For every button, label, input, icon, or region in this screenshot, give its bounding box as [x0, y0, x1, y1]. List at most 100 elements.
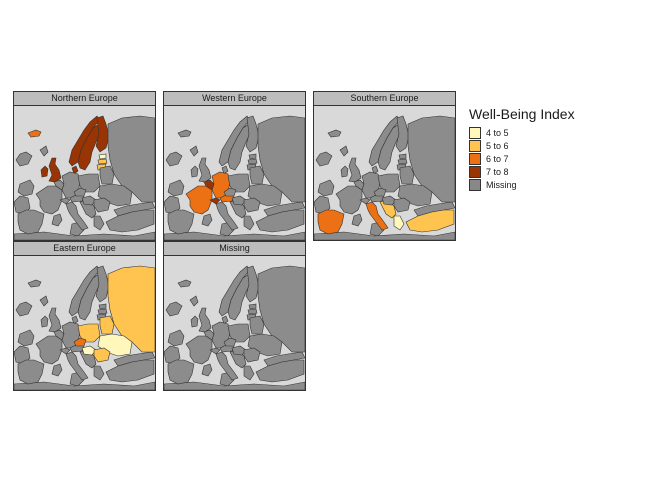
land-region [14, 195, 31, 215]
country-belarus [99, 315, 115, 335]
legend-item: 7 to 8 [469, 165, 575, 178]
legend-label: 7 to 8 [486, 166, 509, 177]
map-northern-europe [14, 115, 155, 240]
country-iceland [177, 279, 192, 288]
country-iberia [317, 209, 345, 235]
country-italy [365, 201, 389, 231]
legend-item: 6 to 7 [469, 152, 575, 165]
country-russia [107, 265, 155, 353]
country-estonia [98, 303, 107, 310]
country-britain [48, 307, 62, 333]
legend-label: 6 to 7 [486, 153, 509, 164]
land-region [164, 381, 305, 390]
country-latvia [97, 308, 108, 315]
country-greece [93, 215, 105, 231]
country-romania [93, 347, 111, 363]
facet-panel-southern-europe: Southern Europe [313, 91, 456, 241]
country-romania [393, 197, 411, 213]
country-belarus [249, 315, 265, 335]
country-switzerland [59, 197, 71, 205]
legend-item: 5 to 6 [469, 139, 575, 152]
land-region [14, 381, 155, 390]
legend-item: 4 to 5 [469, 126, 575, 139]
country-turkey [105, 209, 155, 233]
land-region [17, 329, 35, 347]
country-turkey [405, 209, 455, 233]
land-region [14, 345, 31, 365]
country-poland [77, 323, 101, 343]
land-region [164, 345, 181, 365]
map-western-europe [164, 115, 305, 240]
facet-strip-label: Southern Europe [314, 92, 455, 106]
country-britain [198, 157, 212, 183]
country-estonia [248, 153, 257, 160]
country-russia [257, 115, 305, 203]
facet-strip-label: Western Europe [164, 92, 305, 106]
facet-panel-northern-europe: Northern Europe [13, 91, 156, 241]
country-greece [393, 215, 405, 231]
country-greece [93, 365, 105, 381]
country-czech [223, 337, 237, 347]
facet-panel-missing: Missing [163, 241, 306, 391]
map-southern-europe [314, 115, 455, 240]
country-czech [223, 187, 237, 197]
land-region [165, 151, 183, 167]
country-turkey [105, 359, 155, 383]
country-belarus [399, 165, 415, 185]
land-region [17, 179, 35, 197]
country-russia [257, 265, 305, 353]
country-iceland [177, 129, 192, 138]
country-iceland [27, 129, 42, 138]
country-ireland [190, 165, 199, 178]
country-iberia [17, 359, 45, 385]
legend-title: Well-Being Index [469, 106, 575, 122]
country-iberia [17, 209, 45, 235]
country-poland [227, 323, 251, 343]
country-france [35, 335, 63, 365]
country-turkey [255, 359, 305, 383]
facet-strip-label: Northern Europe [14, 92, 155, 106]
country-ireland [340, 165, 349, 178]
land-region [164, 195, 181, 215]
country-finland [95, 115, 110, 153]
land-region [15, 301, 33, 317]
land-region [51, 363, 63, 377]
legend-swatch [469, 178, 481, 191]
country-switzerland [209, 197, 221, 205]
map-eastern-europe [14, 265, 155, 390]
legend-swatch [469, 165, 481, 178]
land-region [339, 145, 349, 157]
country-turkey [255, 209, 305, 233]
legend: Well-Being Index 4 to 5 5 to 6 6 to 7 7 … [469, 106, 575, 191]
legend-swatch [469, 139, 481, 152]
country-denmark [221, 315, 229, 325]
country-britain [198, 307, 212, 333]
country-france [185, 335, 213, 365]
country-czech [73, 187, 87, 197]
country-ireland [40, 165, 49, 178]
country-poland [77, 173, 101, 193]
land-region [201, 213, 213, 227]
country-romania [243, 347, 261, 363]
land-region [315, 151, 333, 167]
land-region [39, 145, 49, 157]
country-denmark [71, 165, 79, 175]
country-estonia [98, 153, 107, 160]
land-region [314, 231, 455, 240]
country-latvia [97, 158, 108, 165]
country-finland [245, 265, 260, 303]
country-greece [243, 365, 255, 381]
land-region [39, 295, 49, 307]
country-finland [95, 265, 110, 303]
country-france [35, 185, 63, 215]
country-czech [373, 187, 387, 197]
country-iberia [167, 209, 195, 235]
country-britain [48, 157, 62, 183]
country-switzerland [359, 197, 371, 205]
country-denmark [221, 165, 229, 175]
country-ireland [190, 315, 199, 328]
land-region [317, 179, 335, 197]
country-finland [245, 115, 260, 153]
country-france [335, 185, 363, 215]
country-romania [243, 197, 261, 213]
